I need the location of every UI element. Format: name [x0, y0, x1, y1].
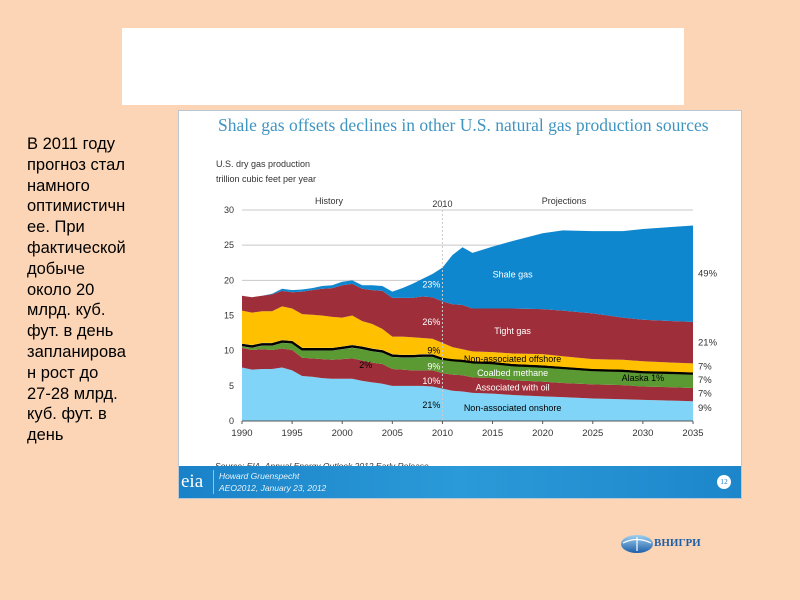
- y-tick-label: 5: [229, 381, 234, 391]
- y-tick-label: 20: [224, 275, 234, 285]
- footer-author: Howard Gruenspecht: [219, 471, 300, 481]
- footer-divider: [213, 470, 214, 494]
- x-tick-label: 2010: [432, 428, 453, 439]
- series-line-alaska: [241, 340, 694, 375]
- vnigri-logo-text: ВНИГРИ: [654, 537, 701, 549]
- footer-event: AEO2012, January 23, 2012: [219, 483, 327, 493]
- y-axis-label-line2: trillion cubic feet per year: [216, 174, 317, 184]
- history-label: History: [315, 196, 344, 206]
- annotation-label: Shale gas: [493, 270, 534, 280]
- eia-logo: eia: [181, 471, 204, 492]
- y-axis-label-line1: U.S. dry gas production: [216, 159, 311, 169]
- annotation-label: 26%: [422, 317, 440, 327]
- area-non-associated-offshore: [242, 306, 693, 373]
- area-shale-gas: [242, 225, 693, 322]
- y-tick-label: 0: [229, 416, 234, 426]
- x-tick-label: 1995: [282, 428, 303, 439]
- annotation-label: Coalbed methane: [477, 368, 548, 378]
- area-non-associated-onshore: [242, 367, 693, 421]
- embedded-slide: Shale gas offsets declines in other U.S.…: [178, 110, 742, 499]
- annotation-label: 9%: [427, 361, 440, 371]
- y-tick-label: 15: [224, 311, 234, 321]
- end-share-label: 49%: [698, 269, 718, 280]
- slide-title-placeholder: [122, 28, 684, 105]
- y-tick-label: 25: [224, 240, 234, 250]
- x-tick-label: 2030: [632, 428, 653, 439]
- slide-footer: eia Howard Gruenspecht AEO2012, January …: [179, 466, 741, 498]
- description-text: В 2011 году прогноз стал намного оптимис…: [27, 135, 126, 445]
- x-tick-label: 2035: [682, 428, 703, 439]
- area-coalbed-methane: [242, 342, 693, 388]
- globe-icon: [621, 535, 653, 553]
- annotation-label: 2%: [359, 360, 372, 370]
- divider-label: 2010: [432, 199, 452, 209]
- chart-title: Shale gas offsets declines in other U.S.…: [218, 115, 709, 135]
- x-tick-label: 2020: [532, 428, 553, 439]
- annotation-label: 21%: [422, 400, 440, 410]
- end-share-label: 21%: [698, 338, 718, 349]
- y-tick-label: 30: [224, 205, 234, 215]
- x-tick-label: 2000: [332, 428, 353, 439]
- x-tick-label: 2015: [482, 428, 503, 439]
- annotation-label: Alaska 1%: [622, 373, 665, 383]
- y-tick-label: 10: [224, 346, 234, 356]
- x-tick-label: 2025: [582, 428, 603, 439]
- page-number: 12: [717, 475, 731, 489]
- end-share-label: 7%: [698, 388, 712, 399]
- annotation-label: 23%: [422, 280, 440, 290]
- end-share-label: 7%: [698, 375, 712, 386]
- end-share-label: 9%: [698, 403, 712, 414]
- annotation-label: Tight gas: [494, 326, 531, 336]
- area-tight-gas: [242, 283, 693, 364]
- x-tick-label: 2005: [382, 428, 403, 439]
- annotation-label: 10%: [422, 376, 440, 386]
- projections-label: Projections: [542, 196, 587, 206]
- area-associated-with-oil: [242, 347, 693, 402]
- annotation-label: Non-associated onshore: [464, 403, 562, 413]
- x-tick-label: 1990: [231, 428, 252, 439]
- annotation-label: 9%: [427, 345, 440, 355]
- vnigri-logo: ВНИГРИ: [620, 533, 720, 555]
- annotation-label: Associated with oil: [476, 383, 550, 393]
- annotation-label: Non-associated offshore: [464, 354, 561, 364]
- end-share-label: 7%: [698, 362, 712, 373]
